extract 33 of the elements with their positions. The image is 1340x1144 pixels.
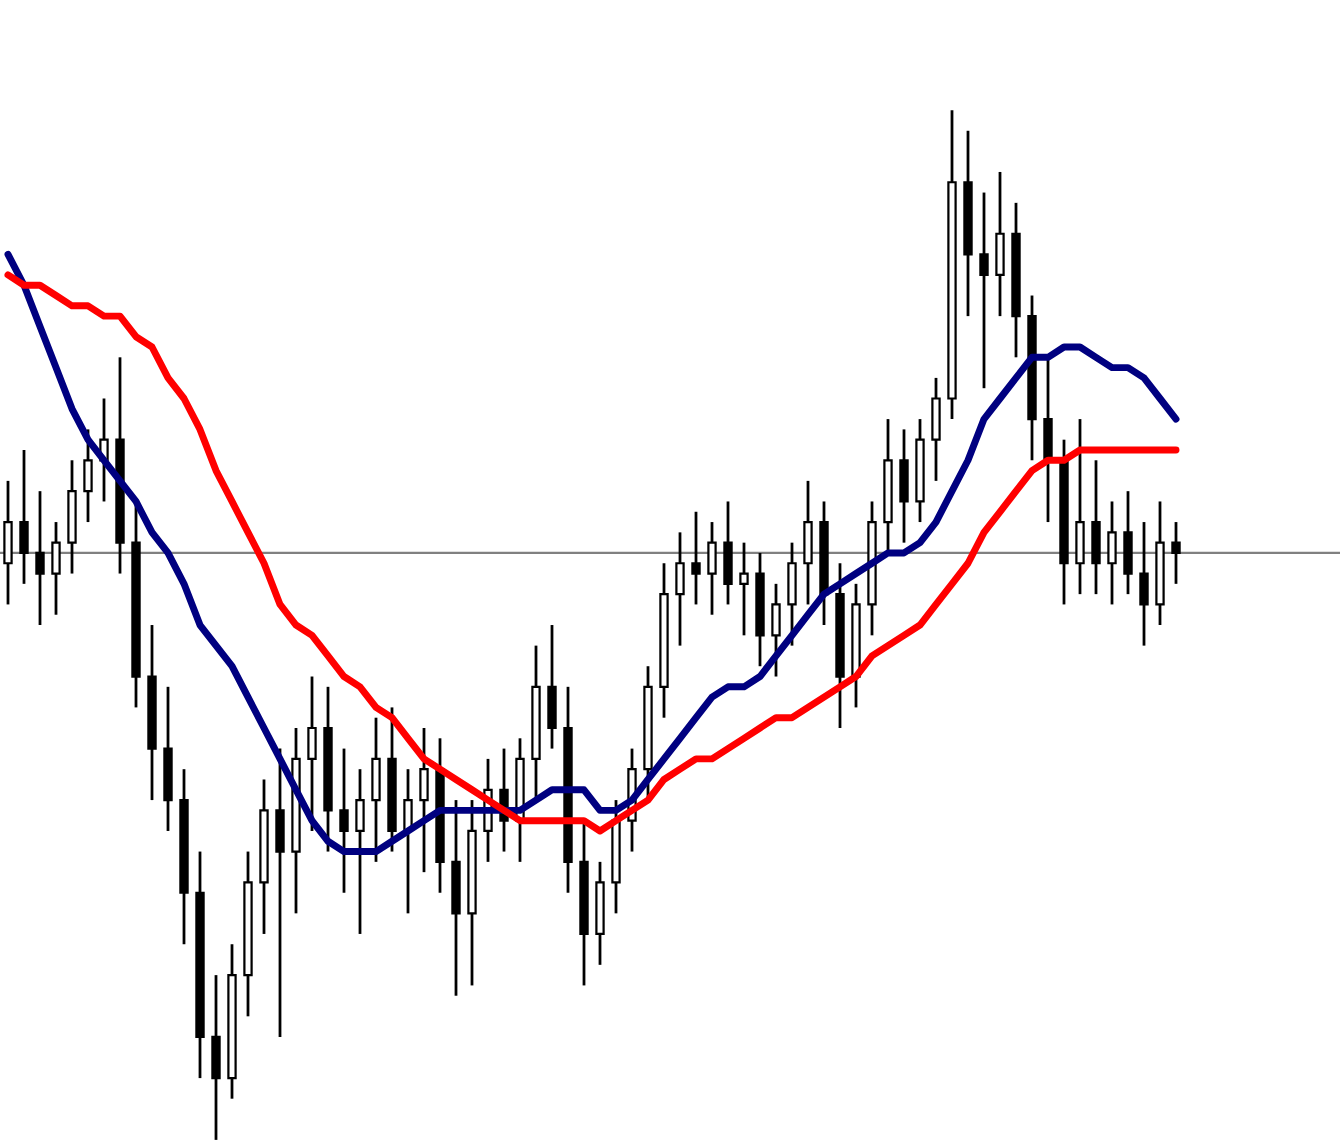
candlestick (275, 747, 285, 1039)
candlestick (1091, 458, 1101, 596)
candlestick (707, 520, 717, 617)
candlestick (771, 582, 781, 678)
candlestick (1043, 355, 1053, 524)
candlestick (419, 726, 429, 874)
candlestick (35, 489, 45, 627)
candlestick (403, 767, 413, 915)
candlestick (1075, 417, 1085, 596)
candlestick (339, 747, 349, 895)
candlestick (51, 520, 61, 617)
candlestick (1107, 500, 1117, 606)
candlestick (899, 428, 909, 545)
candlestick (371, 716, 381, 864)
candlestick (211, 973, 221, 1142)
candlestick (723, 500, 733, 606)
candlestick (1139, 520, 1149, 648)
candlestick (979, 191, 989, 390)
candlestick (355, 767, 365, 936)
candlestick (307, 675, 317, 833)
candlestick (19, 448, 29, 586)
candlestick (547, 623, 557, 750)
candlestick (739, 541, 749, 637)
candlestick (1171, 520, 1181, 586)
candlestick (1123, 489, 1133, 596)
candlestick (931, 376, 941, 483)
candlestick (995, 170, 1005, 318)
candlestick (803, 479, 813, 606)
candlestick (691, 510, 701, 606)
candlestick (3, 479, 13, 606)
candlestick (787, 541, 797, 648)
candlestick (83, 428, 93, 524)
candlestick (675, 530, 685, 648)
